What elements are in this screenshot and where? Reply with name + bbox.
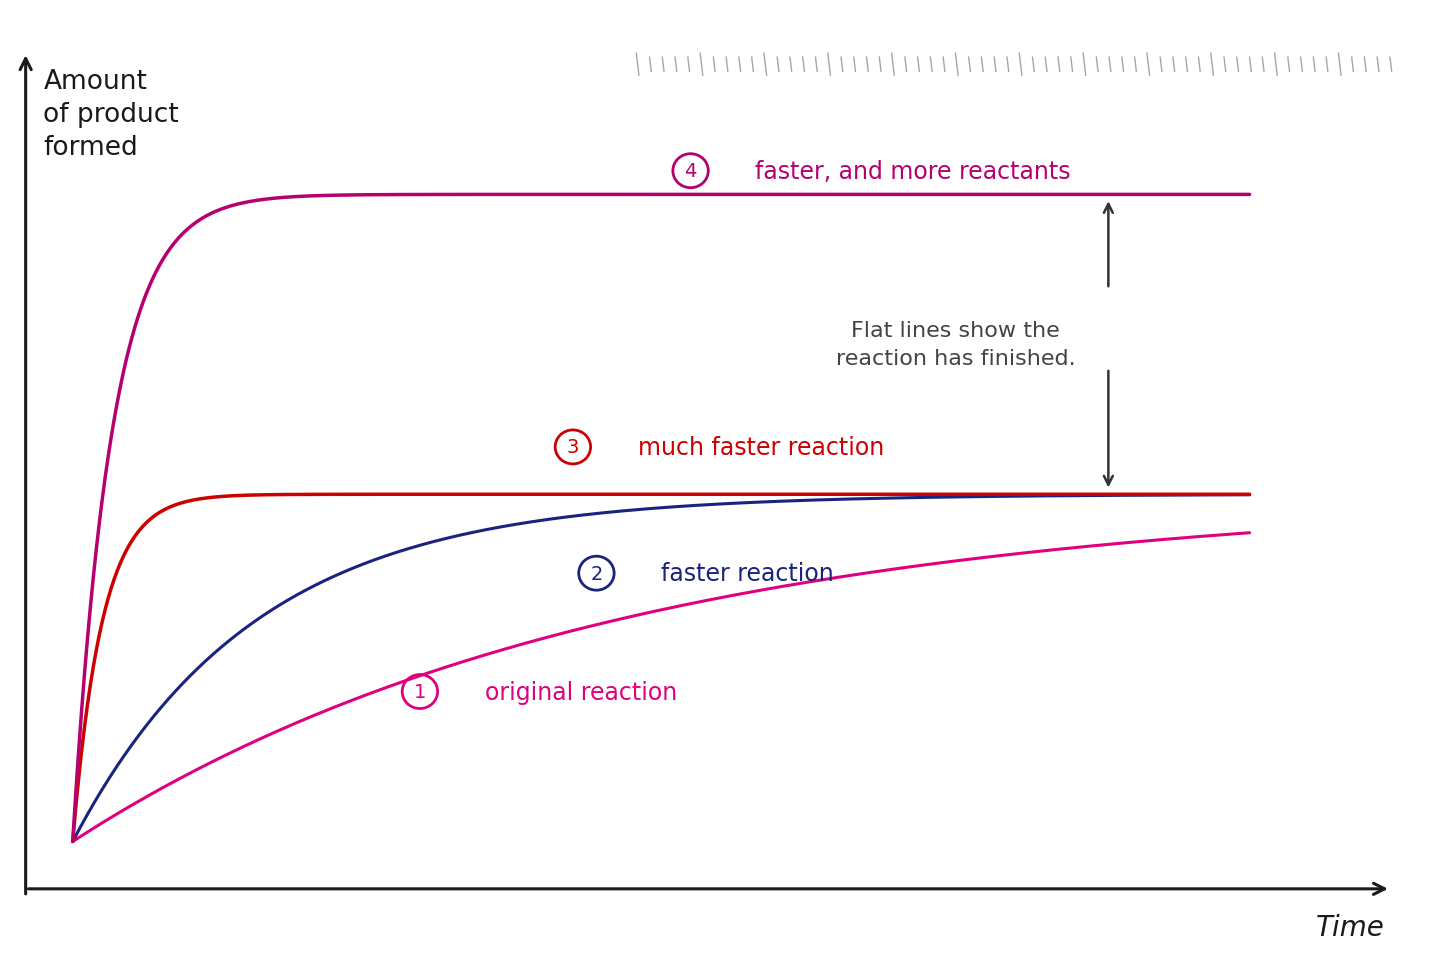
Text: 3: 3 (567, 438, 579, 456)
Text: much faster reaction: much faster reaction (638, 436, 884, 459)
Text: original reaction: original reaction (485, 679, 677, 704)
Text: 2: 2 (590, 564, 602, 583)
Text: Time: Time (1316, 913, 1385, 941)
Text: faster, and more reactants: faster, and more reactants (756, 159, 1071, 184)
Text: faster reaction: faster reaction (661, 561, 834, 585)
Text: Flat lines show the
reaction has finished.: Flat lines show the reaction has finishe… (835, 321, 1076, 369)
Text: Amount
of product
formed: Amount of product formed (43, 69, 179, 161)
Text: 4: 4 (684, 162, 697, 181)
Text: 1: 1 (413, 682, 426, 701)
